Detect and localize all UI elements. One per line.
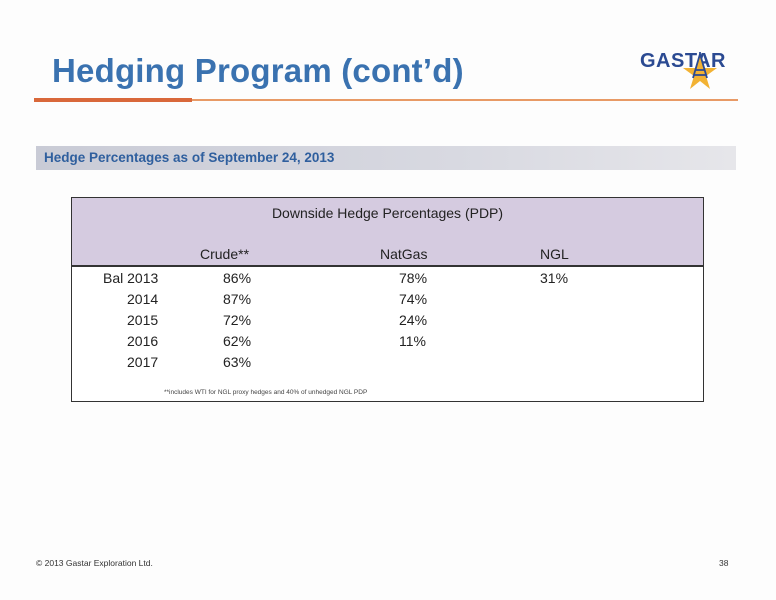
row-period: 2015 — [127, 312, 159, 328]
row-natgas: 11% — [399, 333, 426, 349]
company-logo: GASTAR — [640, 40, 730, 96]
column-header-ngl: NGL — [540, 246, 569, 262]
column-header-crude: Crude** — [200, 246, 250, 262]
title-divider — [34, 99, 738, 101]
copyright-footer: © 2013 Gastar Exploration Ltd. — [36, 558, 153, 568]
row-natgas: 74% — [399, 291, 428, 307]
table-title: Downside Hedge Percentages (PDP) — [271, 205, 504, 221]
table-header: Downside Hedge Percentages (PDP) Crude**… — [72, 198, 703, 265]
slide-title: Hedging Program (cont’d) — [52, 52, 464, 89]
row-crude: 86% — [223, 270, 252, 286]
row-natgas: 78% — [399, 270, 428, 286]
row-crude: 62% — [223, 333, 252, 349]
table-footnote: **includes WTI for NGL proxy hedges and … — [164, 389, 368, 396]
star-derrick-icon — [683, 52, 717, 89]
row-crude: 72% — [223, 312, 252, 328]
title-divider-accent — [34, 98, 192, 102]
page-number: 38 — [719, 558, 729, 568]
row-crude: 63% — [223, 354, 252, 370]
row-ngl: 31% — [540, 270, 569, 286]
column-header-natgas: NatGas — [380, 246, 428, 262]
subtitle-bar: Hedge Percentages as of September 24, 20… — [36, 146, 736, 170]
row-crude: 87% — [223, 291, 252, 307]
subtitle-text: Hedge Percentages as of September 24, 20… — [44, 150, 335, 165]
row-period: 2016 — [127, 333, 159, 349]
hedge-table: Downside Hedge Percentages (PDP) Crude**… — [71, 197, 704, 402]
row-natgas: 24% — [399, 312, 428, 328]
row-period: Bal 2013 — [103, 270, 159, 286]
row-period: 2017 — [127, 354, 159, 370]
row-period: 2014 — [127, 291, 159, 307]
header-divider — [72, 265, 703, 267]
